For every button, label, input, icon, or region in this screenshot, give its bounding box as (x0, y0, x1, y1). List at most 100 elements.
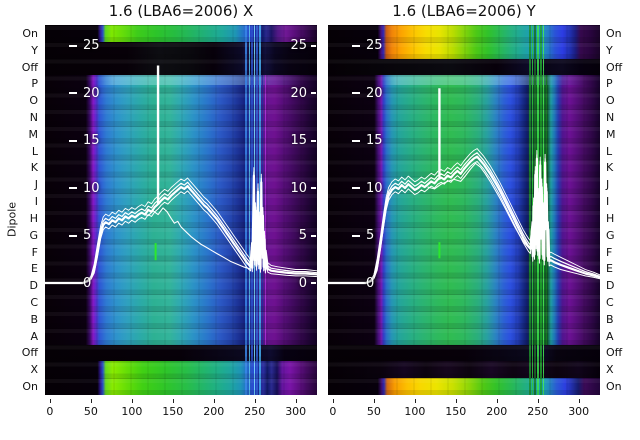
row-label: J (34, 178, 38, 192)
x-tick-label: 150 (445, 405, 467, 418)
curve-ytick-left: 5 (69, 228, 91, 244)
row-label: K (30, 161, 38, 175)
x-tick-mark (172, 399, 174, 403)
row-label: F (606, 245, 613, 259)
curve-ytick-left: 20 (69, 85, 100, 101)
x-tick-mark (90, 399, 92, 403)
curve-ytick-right: 20 (290, 85, 316, 101)
tick-mark (69, 234, 77, 237)
curve-overlay (328, 88, 600, 285)
curve-ytick-left: 10 (352, 180, 383, 196)
curve-main (45, 174, 317, 285)
tick-mark (352, 139, 360, 142)
row-label: K (606, 161, 614, 175)
row-label: P (606, 77, 613, 91)
tick-mark (311, 234, 316, 237)
x-tick-label: 0 (46, 405, 54, 418)
heat-band (328, 25, 600, 59)
tick-value: 20 (83, 85, 100, 101)
curve-ytick-left: 10 (69, 180, 100, 196)
tick-value: 10 (366, 180, 383, 196)
x-tick-mark (332, 399, 334, 403)
tick-mark (311, 92, 316, 94)
x-axis-left: 0 50 100 150 200 250 300 (45, 395, 317, 427)
tick-mark (69, 44, 77, 47)
row-label: M (28, 127, 39, 141)
curve-overlay (45, 65, 317, 285)
curve-ytick-right: 0 (299, 275, 316, 291)
tick-value: 10 (83, 180, 100, 196)
tick-value: 25 (366, 38, 383, 53)
row-label: Y (606, 43, 613, 57)
panel-x-title: 1.6 (LBA6=2006) X (108, 2, 254, 20)
x-tick-mark (537, 399, 539, 403)
curve-ytick-left: 5 (352, 228, 374, 244)
heat-stripe (529, 25, 531, 395)
heat-band (45, 361, 317, 395)
curve-ytick-right: 5 (299, 228, 316, 244)
heat-band (45, 41, 317, 76)
row-label: On (606, 26, 622, 40)
tick-mark (69, 92, 77, 94)
tick-mark (352, 282, 360, 284)
curve-thin (142, 207, 251, 270)
row-label: J (606, 178, 610, 192)
row-label: N (29, 110, 38, 124)
curve-main (328, 155, 600, 285)
tick-value: 0 (83, 275, 92, 291)
panel-y-title: 1.6 (LBA6=2006) Y (392, 2, 536, 20)
curve-thin (427, 162, 530, 249)
x-tick-label: 250 (527, 405, 549, 418)
x-tick-label: 200 (203, 405, 225, 418)
tick-value: 15 (83, 133, 100, 148)
tick-value: 5 (298, 228, 307, 243)
heat-band (45, 75, 317, 345)
x-tick-mark (455, 399, 457, 403)
row-label: B (606, 312, 614, 326)
x-tick-label: 250 (244, 405, 266, 418)
x-tick-label: 50 (83, 405, 98, 418)
row-label: On (606, 380, 622, 394)
row-label: I (606, 195, 610, 209)
x-tick-label: 300 (285, 405, 307, 418)
row-label: F (31, 245, 38, 259)
x-tick-mark (254, 399, 256, 403)
row-label: M (606, 127, 616, 141)
tick-value: 10 (290, 180, 307, 196)
x-tick-mark (295, 399, 297, 403)
row-label: Off (606, 60, 623, 74)
panel-y-heatmap: 25 20 15 10 5 0 (328, 25, 600, 395)
tick-value: 15 (366, 133, 383, 148)
heat-stripe (264, 75, 267, 345)
row-label: L (31, 144, 38, 158)
row-label: H (29, 211, 38, 225)
row-label: L (606, 144, 613, 158)
curve-ytick-left: 20 (352, 85, 383, 101)
row-label: E (606, 262, 613, 276)
row-label: On (22, 26, 38, 40)
row-label: G (606, 228, 615, 242)
row-label: O (606, 94, 615, 108)
row-labels-right: On Y Off P O N M L K J I H G F E D C B A Off X On (606, 25, 640, 395)
tick-mark (352, 92, 360, 94)
tick-value: 20 (366, 85, 383, 101)
curve-ytick-left: 15 (69, 133, 100, 149)
tick-mark (69, 187, 77, 189)
x-tick-label: 150 (162, 405, 184, 418)
row-label: D (29, 279, 38, 293)
x-tick-mark (213, 399, 215, 403)
x-tick-label: 100 (121, 405, 143, 418)
heat-stripe (245, 25, 248, 395)
curve-ytick-left: 0 (69, 275, 91, 291)
tick-mark (311, 187, 316, 189)
row-label: A (606, 329, 614, 343)
curve-ytick-right: 10 (290, 180, 316, 196)
tick-value: 25 (83, 38, 100, 53)
row-label: X (30, 363, 38, 377)
curve-ytick-left: 25 (69, 38, 100, 54)
tick-value: 5 (83, 228, 92, 243)
tick-mark (311, 139, 316, 142)
row-label: G (29, 228, 38, 242)
row-label: Y (31, 43, 38, 57)
